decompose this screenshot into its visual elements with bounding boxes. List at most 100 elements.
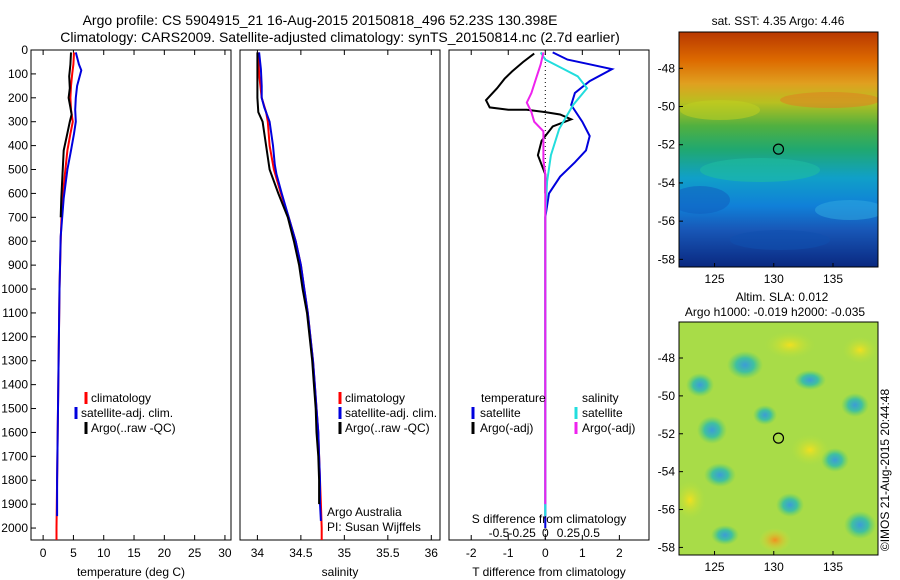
salinity-x-axis: 34 34.5 35 35.5 36 [251,50,439,560]
s-tick-label: -0.5 [489,526,510,540]
y-tick-label: 300 [8,115,28,129]
lat-tick-label: -50 [658,389,676,403]
s-difference-label: S difference from climatology [472,512,627,526]
y-tick-label: 200 [8,91,28,105]
y-tick-label: 2000 [1,521,28,535]
x-tick-label: 30 [218,546,232,560]
x-tick-label: 34 [251,546,265,560]
lat-tick-label: -48 [658,61,676,75]
s-tick-label: 0 [542,526,549,540]
x-tick-label: -1 [503,546,514,560]
legend-label-satellite: satellite-adj. clim. [345,406,437,420]
sla-map-title-line-2: Argo h1000: -0.019 h2000: -0.035 [685,305,865,319]
salinity-x-label: salinity [322,565,359,579]
lat-tick-label: -58 [658,540,676,554]
y-tick-label: 600 [8,186,28,200]
legend-label-s-satellite: satellite [582,406,623,420]
lon-tick-label: 135 [823,560,843,574]
t-difference-x-axis: -2 -1 0 1 2 [466,50,623,560]
series-line-2 [59,52,73,218]
s-tick-label: 0.25 [557,526,581,540]
imos-credit: ©IMOS 21-Aug-2015 20:44:48 [878,389,892,552]
sst-map-frame [678,31,879,268]
x-tick-label: 15 [127,546,141,560]
sst-lon-axis: 125 130 135 [705,263,843,286]
x-tick-label: 25 [188,546,202,560]
annotation-pi: PI: Susan Wijffels [327,520,421,534]
series-line-2 [256,52,321,505]
temperature-profile-panel: 0100200300400500600700800900100011001200… [1,43,232,579]
depth-axis: 0 100 200 300 400 500 600 700 800 900 1000 1100 1200… [1,43,36,535]
sla-texture [679,331,878,552]
lon-tick-label: 130 [764,272,784,286]
x-tick-label: 36 [425,546,439,560]
x-tick-label: 2 [616,546,623,560]
x-tick-label: 5 [70,546,77,560]
y-tick-label: 1900 [1,497,28,511]
y-tick-label: 800 [8,234,28,248]
y-tick-label: 1500 [1,402,28,416]
series-line-1 [258,52,322,521]
lat-tick-label: -52 [658,138,676,152]
y-tick-label: 500 [8,163,28,177]
x-tick-label: 0 [542,546,549,560]
legend-label-argo: Argo(..raw -QC) [91,421,176,435]
y-tick-label: 1000 [1,282,28,296]
salinity-series [256,52,323,540]
x-tick-label: -2 [466,546,477,560]
lat-tick-label: -50 [658,100,676,114]
y-tick-label: 700 [8,210,28,224]
x-tick-label: 35 [338,546,352,560]
sla-lat-axis: -48 -50 -52 -54 -56 -58 [658,351,683,554]
legend-label-climatology: climatology [91,391,151,405]
x-tick-label: 20 [158,546,172,560]
y-tick-label: 1800 [1,473,28,487]
x-tick-label: 34.5 [289,546,313,560]
y-tick-label: 900 [8,258,28,272]
y-tick-label: 1100 [2,306,28,320]
s-tick-label: -0.25 [508,526,536,540]
sla-argo-location-marker [772,432,785,444]
sst-map-title: sat. SST: 4.35 Argo: 4.46 [712,14,845,28]
x-tick-label: 0 [40,546,47,560]
y-tick-label: 0 [21,43,28,57]
title-line-1: Argo profile: CS 5904915_21 16-Aug-2015 … [83,12,558,28]
diff-series-line-1 [484,52,574,194]
temperature-axes-frame [30,49,232,541]
sla-map-panel: Altim. SLA: 0.012 Argo h1000: -0.019 h20… [658,290,879,574]
sst-texture [679,92,878,250]
legend-label-s-argo: Argo(-adj) [582,421,635,435]
sst-field [679,32,878,267]
difference-profile-panel: -2 -1 0 1 2 -0.5 -0.25 0 0.25 0.5 T difference f… [448,49,650,579]
legend-header-temperature: temperature [481,391,546,405]
x-tick-label: 35.5 [376,546,400,560]
legend-label-t-argo: Argo(-adj) [480,421,533,435]
sst-lat-axis: -48 -50 -52 -54 -56 -58 [658,61,683,266]
diff-series-line-3 [525,52,547,505]
lon-tick-label: 130 [764,560,784,574]
sla-map-frame [678,321,879,556]
lat-tick-label: -54 [658,465,676,479]
lat-tick-label: -52 [658,427,676,441]
lat-tick-label: -48 [658,351,676,365]
title-line-2: Climatology: CARS2009. Satellite-adjuste… [60,29,620,45]
lon-tick-label: 135 [823,272,843,286]
y-tick-label: 1400 [1,378,28,392]
sla-map-title-line-1: Altim. SLA: 0.012 [736,290,829,304]
y-tick-label: 1300 [1,354,28,368]
s-tick-label: 0.5 [583,526,600,540]
y-tick-label: 1700 [1,449,28,463]
sst-map-panel: sat. SST: 4.35 Argo: 4.46 [658,14,879,286]
salinity-axes-frame [239,49,441,541]
temperature-series [55,52,83,540]
sla-lon-axis: 125 130 135 [705,551,843,574]
legend-label-climatology: climatology [345,391,405,405]
salinity-legend: climatology satellite-adj. clim. Argo(..… [338,391,437,435]
annotation-argo-australia: Argo Australia [327,505,402,519]
lat-tick-label: -58 [658,252,676,266]
lat-tick-label: -56 [658,214,676,228]
difference-series [484,51,615,528]
series-line-1 [56,52,83,517]
difference-axes-frame [448,49,650,541]
